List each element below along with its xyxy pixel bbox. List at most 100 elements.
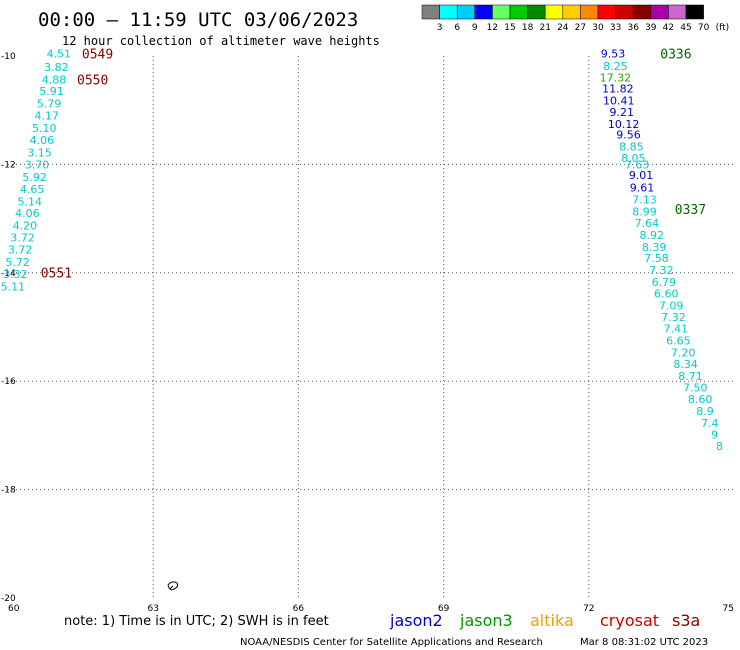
wave-height-values: 4.513.824.885.915.794.175.104.063.153.70… — [1, 47, 723, 453]
wave-height-value: 5.79 — [37, 98, 62, 111]
wave-height-value: 7.32 — [649, 264, 674, 277]
color-swatch — [474, 4, 493, 20]
wave-height-value: 11.82 — [602, 83, 634, 96]
credit-text: NOAA/NESDIS Center for Satellite Applica… — [240, 637, 543, 648]
y-axis-ticks: -10 -12 -14 -16 -18 -20 — [1, 52, 16, 604]
mission-label: jason3 — [459, 611, 513, 630]
x-axis-ticks: 60 63 66 69 72 75 — [8, 604, 734, 614]
pass-time-label: 0551 — [41, 266, 72, 281]
chart-subtitle: 12 hour collection of altimeter wave hei… — [62, 34, 380, 48]
wave-height-value: 7.58 — [644, 252, 669, 265]
wave-height-value: 9.01 — [629, 169, 654, 182]
color-swatch — [650, 4, 669, 20]
x-tick-label: 75 — [723, 604, 734, 614]
color-swatch — [492, 4, 511, 20]
color-scale-label: 27 — [575, 23, 586, 33]
mission-label: altika — [530, 611, 574, 630]
wave-height-value: 10.12 — [608, 118, 640, 131]
wave-height-value: 17.32 — [600, 72, 632, 85]
wave-height-value: 8.99 — [632, 206, 657, 219]
wave-height-value: 8.39 — [642, 241, 667, 254]
mission-label: cryosat — [600, 611, 659, 630]
color-swatch — [509, 4, 528, 20]
wave-height-value: 7.50 — [683, 382, 708, 395]
color-scale-label: 9 — [472, 23, 478, 33]
color-scale-label: 24 — [557, 23, 569, 33]
wave-height-value: 7.64 — [635, 217, 660, 230]
color-swatch — [615, 4, 634, 20]
wave-height-value: 8.05 — [621, 152, 646, 165]
x-tick-label: 72 — [583, 604, 594, 614]
color-swatch — [544, 4, 564, 20]
wave-height-value: 9.56 — [616, 129, 641, 142]
y-tick-label: -10 — [1, 52, 16, 62]
wave-height-value: 4.20 — [13, 220, 38, 233]
pass-time-label: 0550 — [77, 73, 108, 88]
wave-height-value: 8.92 — [639, 229, 664, 242]
wave-height-value: 8.9 — [696, 405, 714, 418]
wave-height-value: 4.06 — [15, 207, 40, 220]
color-scale-label: 45 — [680, 23, 691, 33]
color-swatch — [597, 4, 616, 20]
color-swatch — [456, 4, 476, 20]
y-tick-label: -14 — [1, 269, 16, 279]
wave-height-value: 7.09 — [659, 299, 684, 312]
wave-height-value: 4.17 — [34, 110, 59, 123]
plot-grid — [8, 56, 734, 598]
wave-height-value: 3.72 — [8, 243, 33, 256]
color-swatch — [685, 4, 704, 20]
y-tick-label: -16 — [1, 377, 16, 387]
color-scale-legend: 3 6 9 12 15 18 21 24 27 30 33 36 39 42 45 70 (ft) — [421, 4, 730, 33]
color-scale-label: 18 — [522, 23, 534, 33]
wave-height-value: 10.41 — [603, 94, 635, 107]
color-scale-label: 70 — [698, 23, 710, 33]
wave-height-value: 4.51 — [47, 47, 72, 60]
wave-height-value: 7.4 — [701, 417, 719, 430]
wave-height-value: 7.20 — [671, 346, 696, 359]
color-scale-label: 21 — [539, 23, 550, 33]
wave-height-value: 7.13 — [632, 194, 657, 207]
wave-height-value: 7.41 — [664, 323, 689, 336]
wave-height-value: 5.14 — [18, 195, 43, 208]
wave-height-value: 7.63 — [625, 158, 650, 171]
wave-height-value: 9.61 — [630, 182, 655, 195]
color-scale-label: 39 — [645, 23, 657, 33]
pass-time-labels: 0549 0550 0551 0336 0337 — [41, 47, 706, 281]
wave-height-value: 4.65 — [20, 183, 45, 196]
pass-time-label: 0337 — [675, 203, 706, 218]
wave-height-value: 5.10 — [32, 122, 57, 135]
y-tick-label: -18 — [1, 486, 16, 496]
wave-height-value: 7.32 — [661, 311, 686, 324]
color-scale-label: 6 — [454, 23, 460, 33]
color-scale-unit: (ft) — [716, 23, 730, 33]
color-scale-label: 33 — [610, 23, 621, 33]
color-scale-label: 36 — [627, 23, 639, 33]
wave-height-value: 5.72 — [5, 256, 30, 269]
y-tick-label: -12 — [1, 160, 16, 170]
wave-height-value: 8.34 — [673, 358, 698, 371]
wave-height-value: 9 — [711, 428, 718, 441]
color-scale-label: 3 — [437, 23, 443, 33]
wave-height-value: 8.25 — [603, 60, 628, 73]
wave-height-value: 4.06 — [30, 134, 55, 147]
wave-height-value: 6.65 — [666, 335, 691, 348]
wave-height-value: 3.15 — [27, 146, 52, 159]
wave-height-value: 5.11 — [1, 280, 26, 293]
color-swatch — [439, 4, 458, 20]
wave-height-value: 3.82 — [44, 61, 69, 74]
x-tick-label: 66 — [293, 604, 305, 614]
wave-height-value: 3.72 — [10, 232, 35, 245]
wave-height-value: 3.32 — [3, 268, 28, 281]
wave-height-value: 6.79 — [652, 276, 677, 289]
wave-height-value: 8.71 — [678, 370, 703, 383]
color-swatch — [527, 4, 546, 20]
wave-height-value: 6.60 — [654, 287, 679, 300]
color-swatch — [632, 4, 652, 20]
wave-height-value: 8.60 — [688, 393, 713, 406]
wave-height-value: 9.21 — [609, 106, 634, 119]
y-tick-label: -20 — [1, 594, 16, 604]
x-tick-label: 60 — [8, 604, 20, 614]
footer-note: note: 1) Time is in UTC; 2) SWH is in fe… — [64, 614, 329, 629]
wave-height-value: 9.53 — [601, 47, 626, 60]
